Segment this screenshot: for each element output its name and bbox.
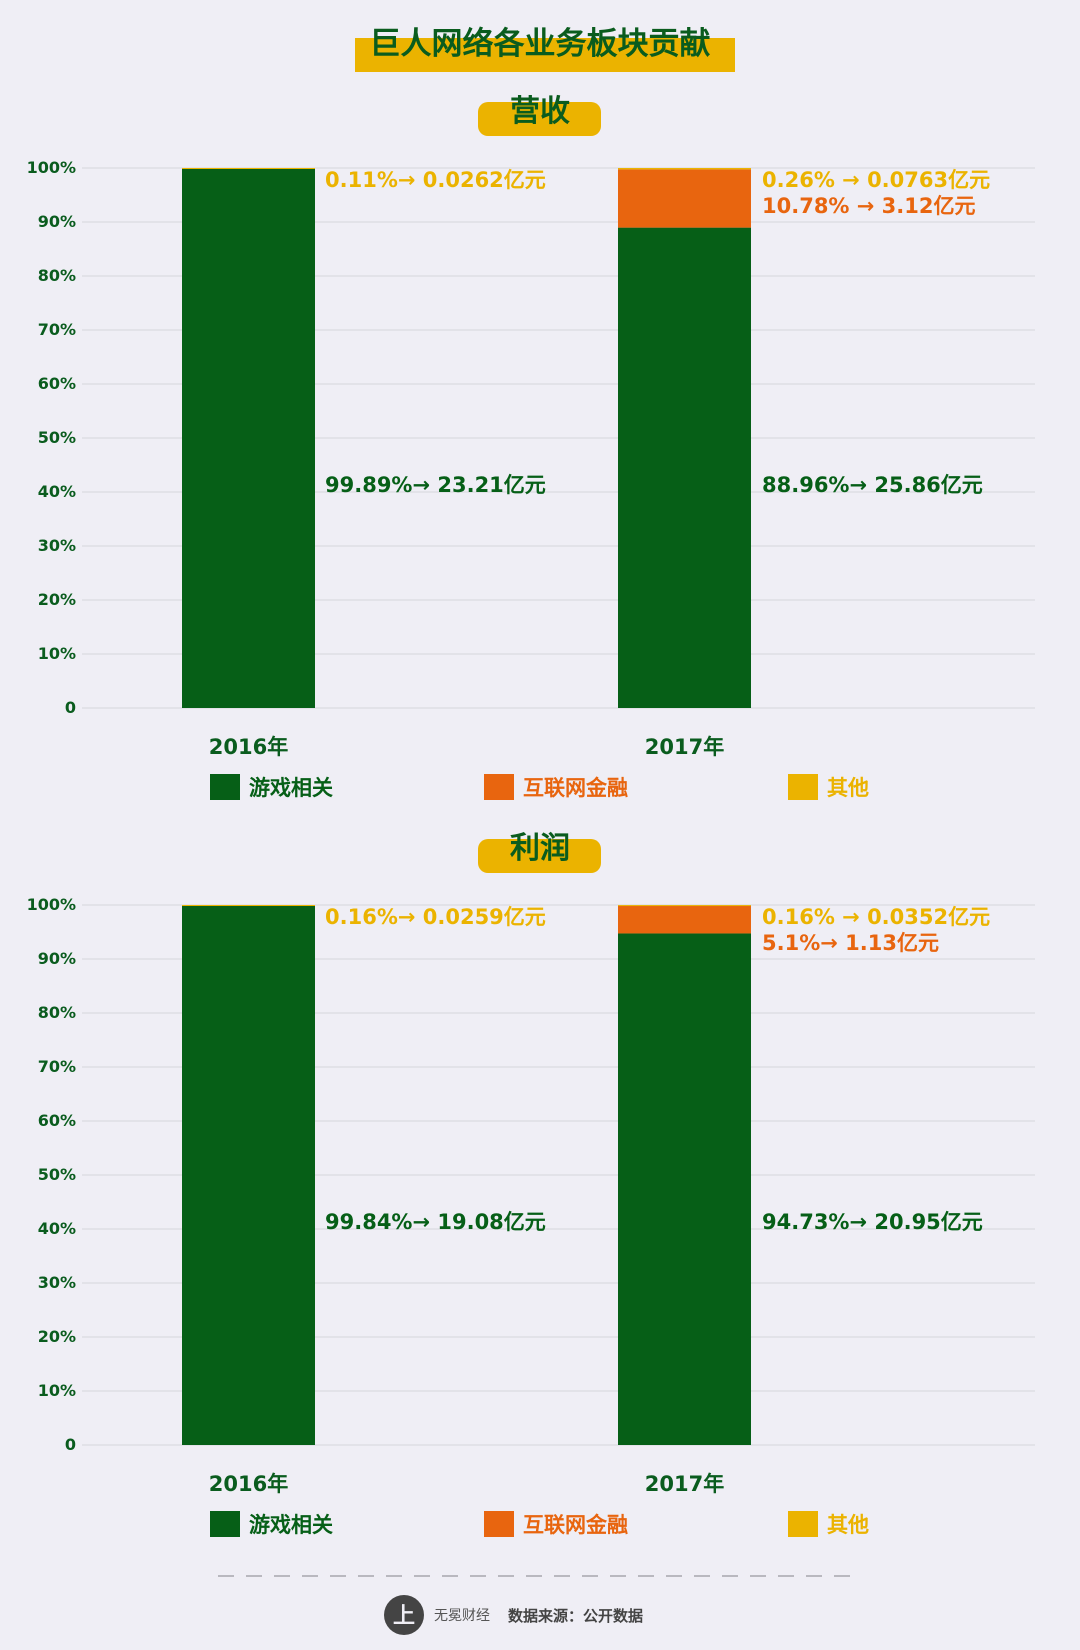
- y-tick-label: 60%: [38, 1111, 76, 1130]
- bar-segment: [182, 905, 315, 906]
- legend-label: 其他: [827, 1513, 869, 1537]
- profit-chart: 利润 0 10% 20% 30% 40% 50% 60% 70% 80% 90% 100% 2016年 2…: [27, 831, 1035, 1537]
- legend-label: 游戏相关: [249, 776, 333, 800]
- y-tick-label: 20%: [38, 1327, 76, 1346]
- legend-label: 互联网金融: [523, 776, 628, 800]
- y-tick-label: 20%: [38, 590, 76, 609]
- bar-segment: [182, 168, 315, 708]
- bar-segment: [182, 905, 315, 1445]
- y-tick-label: 90%: [38, 949, 76, 968]
- y-tick-label: 90%: [38, 212, 76, 231]
- y-tick-label: 80%: [38, 1003, 76, 1022]
- data-label: 94.73%→ 20.95亿元: [762, 1210, 983, 1234]
- legend-label: 互联网金融: [523, 1513, 628, 1537]
- legend-swatch: [484, 774, 514, 800]
- y-tick-label: 30%: [38, 1273, 76, 1292]
- y-tick-label: 40%: [38, 482, 76, 501]
- y-tick-label: 0: [65, 698, 76, 717]
- section-title: 利润: [510, 831, 570, 866]
- title-highlight: [355, 38, 735, 72]
- y-tick-label: 40%: [38, 1219, 76, 1238]
- y-tick-label: 70%: [38, 1057, 76, 1076]
- y-tick-label: 30%: [38, 536, 76, 555]
- source-label: 数据来源：公开数据: [508, 1607, 643, 1625]
- data-label: 0.26% → 0.0763亿元: [762, 168, 990, 192]
- bar-segment: [618, 905, 751, 934]
- y-tick-label: 100%: [27, 158, 76, 177]
- section-title: 营收: [510, 94, 570, 129]
- y-tick-label: 10%: [38, 644, 76, 663]
- bar-segment: [618, 905, 751, 907]
- bar-segment: [618, 933, 751, 1445]
- logo-mark: 上: [393, 1604, 415, 1629]
- y-tick-label: 10%: [38, 1381, 76, 1400]
- revenue-chart: 营收 0 10% 20% 30% 40% 50% 60% 70% 80% 90% 100% 2016年 2…: [27, 94, 1035, 800]
- bar-segment: [182, 168, 315, 169]
- y-tick-label: 100%: [27, 895, 76, 914]
- data-label: 5.1%→ 1.13亿元: [762, 931, 939, 955]
- page-title: 巨人网络各业务板块贡献: [370, 26, 711, 62]
- data-label: 99.89%→ 23.21亿元: [325, 473, 546, 497]
- y-tick-label: 80%: [38, 266, 76, 285]
- data-label: 0.16% → 0.0352亿元: [762, 905, 990, 929]
- bar-segment: [618, 227, 751, 708]
- x-tick-label: 2017年: [645, 735, 724, 759]
- data-label: 88.96%→ 25.86亿元: [762, 473, 983, 497]
- logo-text: 无冕财经: [434, 1608, 490, 1624]
- bar-segment: [618, 168, 751, 170]
- data-label: 10.78% → 3.12亿元: [762, 194, 976, 218]
- section-title-pill: [478, 102, 601, 136]
- legend-swatch: [484, 1511, 514, 1537]
- y-tick-label: 50%: [38, 428, 76, 447]
- logo-icon: [384, 1595, 424, 1635]
- y-tick-label: 60%: [38, 374, 76, 393]
- legend-swatch: [788, 774, 818, 800]
- legend-label: 其他: [827, 776, 869, 800]
- data-label: 0.11%→ 0.0262亿元: [325, 168, 546, 192]
- bar-segment: [618, 169, 751, 228]
- y-tick-label: 70%: [38, 320, 76, 339]
- y-tick-label: 50%: [38, 1165, 76, 1184]
- legend-swatch: [210, 1511, 240, 1537]
- legend-label: 游戏相关: [249, 1513, 333, 1537]
- y-tick-label: 0: [65, 1435, 76, 1454]
- section-title-pill: [478, 839, 601, 873]
- legend-swatch: [788, 1511, 818, 1537]
- x-tick-label: 2016年: [209, 1472, 288, 1496]
- x-tick-label: 2017年: [645, 1472, 724, 1496]
- data-label: 99.84%→ 19.08亿元: [325, 1210, 546, 1234]
- logo: 上 无冕财经: [384, 1595, 490, 1635]
- data-label: 0.16%→ 0.0259亿元: [325, 905, 546, 929]
- x-tick-label: 2016年: [209, 735, 288, 759]
- legend-swatch: [210, 774, 240, 800]
